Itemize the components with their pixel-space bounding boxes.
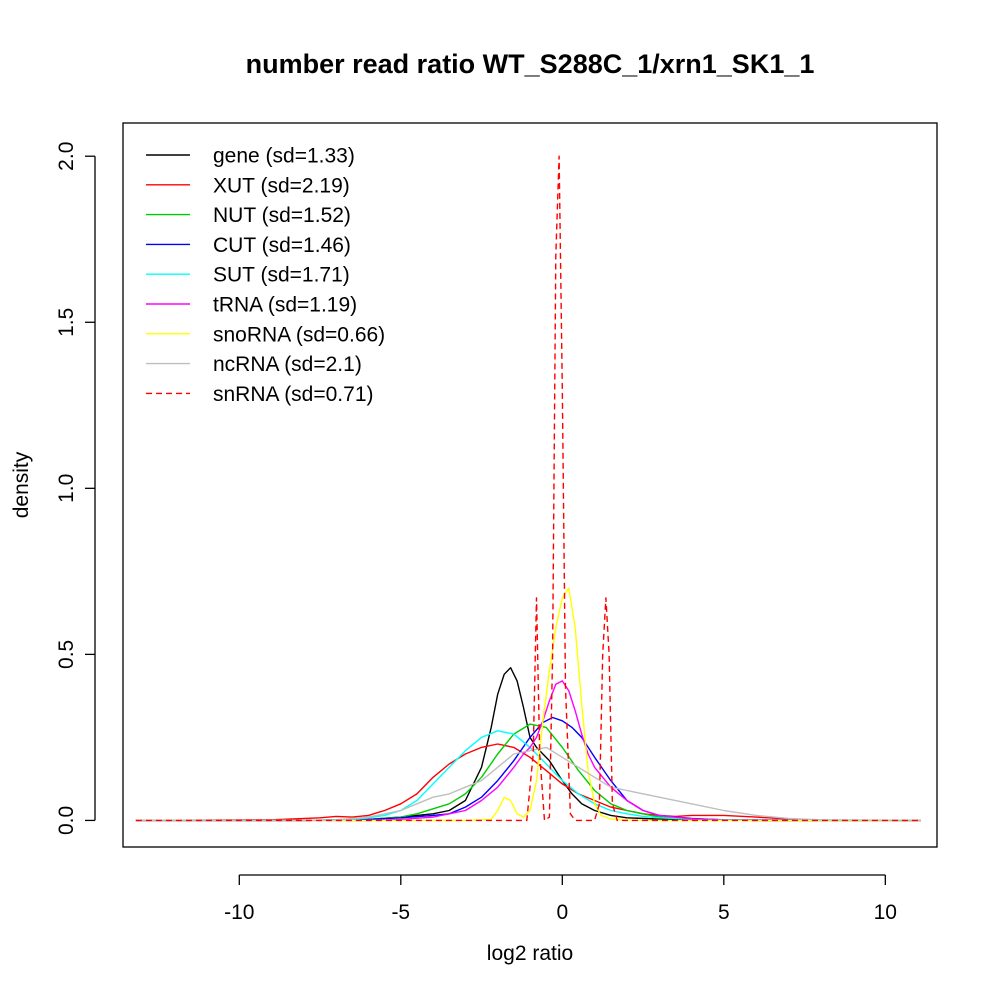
legend-label: NUT (sd=1.52) <box>213 204 351 227</box>
series-line-1 <box>135 743 921 822</box>
x-axis-label: log2 ratio <box>487 942 573 965</box>
legend-label: gene (sd=1.33) <box>213 145 355 168</box>
y-tick-label: 1.5 <box>55 308 78 337</box>
plot-frame <box>122 122 938 848</box>
legend-label: ncRNA (sd=2.1) <box>213 353 362 376</box>
series-line-4 <box>135 730 921 822</box>
x-tick-label: -10 <box>224 901 254 924</box>
series-line-7 <box>135 746 921 822</box>
y-tick-label: 0.5 <box>55 640 78 669</box>
x-tick-label: 5 <box>718 901 730 924</box>
legend-label: tRNA (sd=1.19) <box>213 294 357 317</box>
legend-label: snoRNA (sd=0.66) <box>213 323 385 346</box>
y-axis: 0.0 0.5 1.0 1.5 2.0 <box>55 142 96 835</box>
series-layer <box>135 155 921 822</box>
chart-title: number read ratio WT_S288C_1/xrn1_SK1_1 <box>246 49 815 79</box>
x-axis: -10 -5 0 5 10 <box>224 874 897 924</box>
y-tick-label: 2.0 <box>55 142 78 171</box>
x-tick-label: 0 <box>556 901 568 924</box>
legend-label: XUT (sd=2.19) <box>213 174 350 197</box>
x-tick-label: -5 <box>391 901 410 924</box>
y-tick-label: 0.0 <box>55 806 78 835</box>
y-axis-label: density <box>10 451 33 518</box>
legend: gene (sd=1.33) XUT (sd=2.19) NUT (sd=1.52)… <box>146 145 385 406</box>
series-line-8 <box>135 155 921 822</box>
y-tick-label: 1.0 <box>55 474 78 503</box>
legend-label: snRNA (sd=0.71) <box>213 383 374 406</box>
x-tick-label: 10 <box>874 901 897 924</box>
legend-label: SUT (sd=1.71) <box>213 264 350 287</box>
legend-label: CUT (sd=1.46) <box>213 234 351 257</box>
series-line-5 <box>135 680 921 822</box>
